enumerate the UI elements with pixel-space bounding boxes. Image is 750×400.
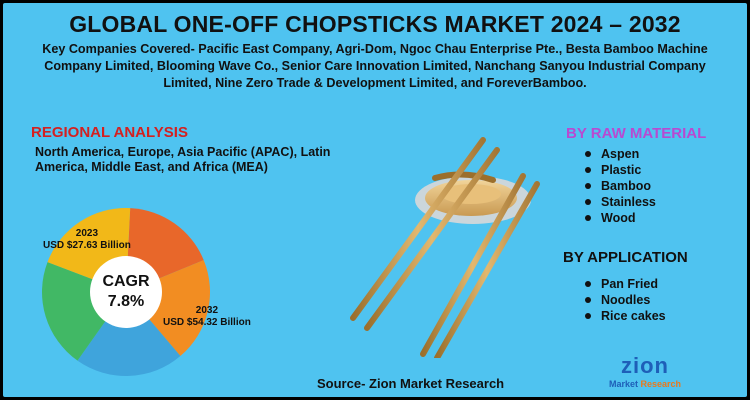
raw-material-label: Wood	[601, 211, 636, 225]
annotation-value: USD $27.63 Billion	[43, 240, 131, 251]
raw-material-item: Aspen	[583, 146, 656, 162]
cagr-label: CAGR	[102, 273, 150, 290]
annotation-year: 2023	[75, 228, 99, 239]
raw-material-list: Aspen Plastic Bamboo Stainless Wood	[583, 146, 656, 226]
annotation-2023: 2023 USD $27.63 Billion	[43, 228, 131, 252]
page-title: GLOBAL ONE-OFF CHOPSTICKS MARKET 2024 – …	[69, 11, 681, 37]
raw-material-label: Bamboo	[601, 179, 651, 193]
zion-logo: zion Market Research	[599, 353, 691, 395]
application-title: BY APPLICATION	[563, 249, 688, 266]
regional-analysis-text: North America, Europe, Asia Pacific (APA…	[35, 145, 331, 174]
bullet-icon	[585, 281, 591, 287]
cagr-center: CAGR 7.8%	[90, 256, 162, 328]
bullet-icon	[585, 313, 591, 319]
bullet-icon	[585, 215, 591, 221]
application-item: Noodles	[583, 292, 666, 308]
key-companies: Key Companies Covered- Pacific East Comp…	[9, 41, 741, 92]
bullet-icon	[585, 297, 591, 303]
companies-line: Company Limited, Blooming Wave Co., Seni…	[44, 59, 706, 73]
raw-material-item: Wood	[583, 210, 656, 226]
application-label: Rice cakes	[601, 309, 666, 323]
application-item: Rice cakes	[583, 308, 666, 324]
annotation-year: 2032	[195, 305, 219, 316]
logo-subtitle-part: Research	[640, 379, 682, 389]
logo-wordmark: zion	[621, 353, 669, 378]
raw-material-item: Stainless	[583, 194, 656, 210]
raw-material-title: BY RAW MATERIAL	[566, 125, 707, 142]
bullet-icon	[585, 199, 591, 205]
application-list: Pan Fried Noodles Rice cakes	[583, 276, 666, 324]
application-label: Noodles	[601, 293, 651, 307]
raw-material-label: Aspen	[601, 147, 640, 161]
logo-subtitle: Market Research	[599, 379, 691, 389]
companies-line: Limited, Nine Zero Trade & Development L…	[163, 76, 587, 90]
annotation-value: USD $54.32 Billion	[163, 317, 251, 328]
companies-line: Key Companies Covered- Pacific East Comp…	[42, 42, 708, 56]
source-note: Source- Zion Market Research	[317, 376, 505, 391]
cagr-value: 7.8%	[107, 293, 145, 310]
infographic-frame: GLOBAL ONE-OFF CHOPSTICKS MARKET 2024 – …	[3, 3, 747, 397]
pie-slice	[77, 292, 181, 376]
application-label: Pan Fried	[601, 277, 658, 291]
application-item: Pan Fried	[583, 276, 666, 292]
bullet-icon	[585, 183, 591, 189]
bullet-icon	[585, 151, 591, 157]
raw-material-item: Plastic	[583, 162, 656, 178]
raw-material-label: Plastic	[601, 163, 642, 177]
annotation-2032: 2032 USD $54.32 Billion	[163, 305, 251, 329]
regional-analysis-title: REGIONAL ANALYSIS	[31, 124, 188, 141]
raw-material-item: Bamboo	[583, 178, 656, 194]
chopsticks-illustration	[350, 137, 540, 358]
bullet-icon	[585, 167, 591, 173]
logo-subtitle-part: Market	[608, 379, 641, 389]
raw-material-label: Stainless	[601, 195, 656, 209]
